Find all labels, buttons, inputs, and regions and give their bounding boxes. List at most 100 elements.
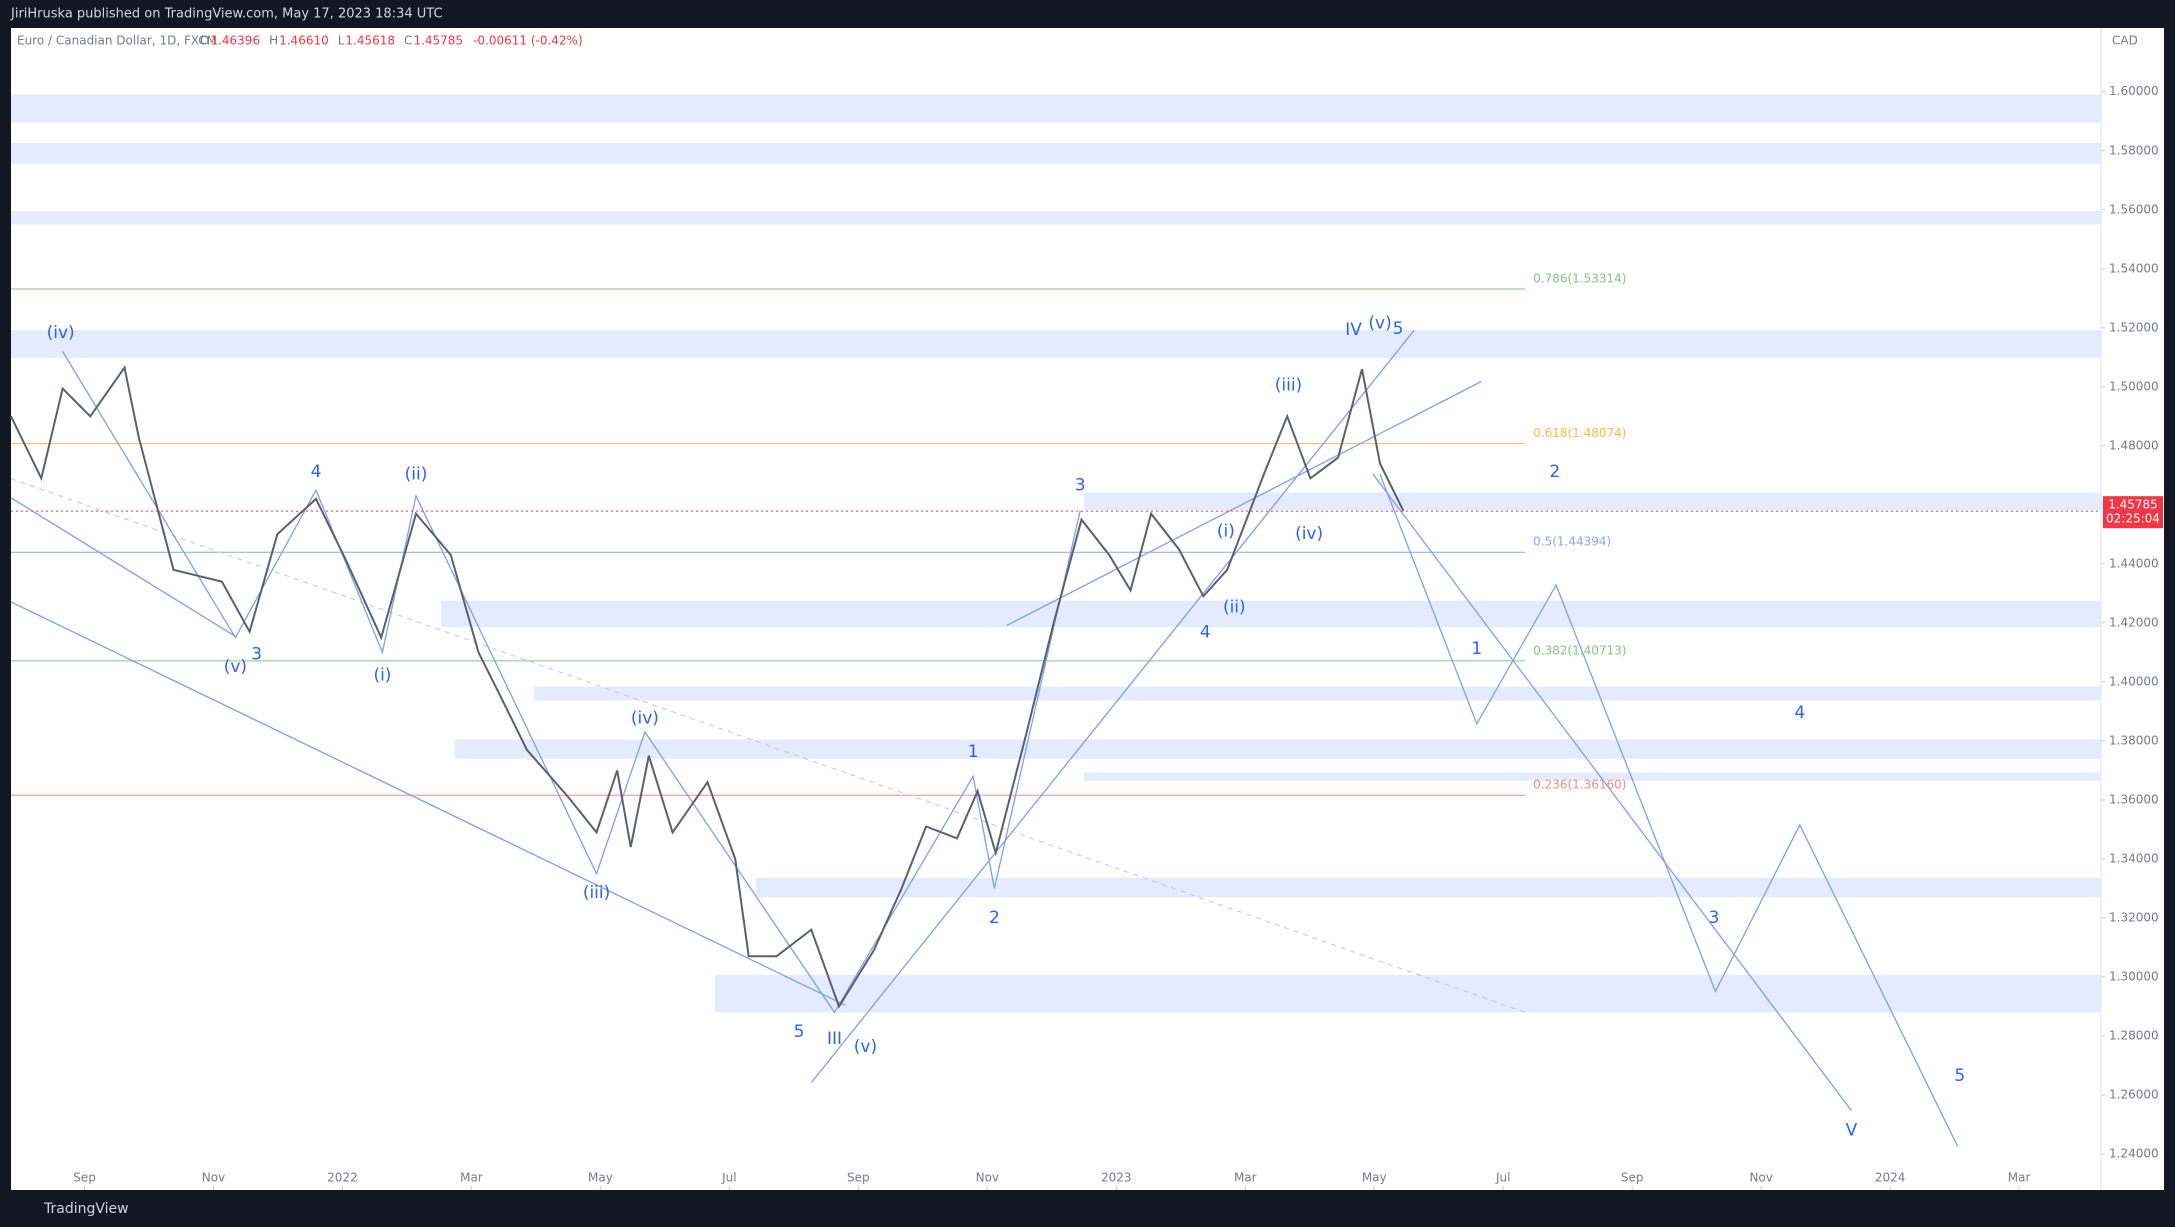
wave-label: (iii): [1275, 376, 1302, 396]
y-tick-label: 1.50000: [2109, 379, 2159, 393]
zone: [11, 210, 2101, 225]
y-tick-label: 1.36000: [2109, 792, 2159, 806]
x-tick-label: Mar: [1234, 1171, 1257, 1185]
wave-label: (i): [1217, 521, 1235, 541]
wave-line: [10, 601, 846, 1006]
wave-label: IV: [1345, 320, 1362, 340]
y-tick-label: 1.24000: [2109, 1147, 2159, 1161]
x-tick-label: Mar: [460, 1171, 483, 1185]
x-tick-label: Nov: [976, 1171, 999, 1185]
zone: [755, 877, 2101, 898]
ohlc-key: O: [200, 34, 209, 48]
wave-label: (iii): [583, 883, 610, 903]
x-tick-label: Jul: [721, 1171, 736, 1185]
wave-label: 3: [251, 645, 262, 665]
price-line: [10, 365, 1405, 1009]
zone: [715, 974, 2101, 1013]
ohlc-key: H: [269, 34, 278, 48]
x-tick-label: 2022: [327, 1171, 358, 1185]
y-tick-label: 1.42000: [2109, 615, 2159, 629]
y-tick-label: 1.28000: [2109, 1028, 2159, 1042]
y-tick-label: 1.40000: [2109, 674, 2159, 688]
wave-label: 2: [989, 908, 1000, 928]
wave-line: [10, 497, 236, 637]
fib-label: 0.5(1.44394): [1533, 535, 1611, 549]
currency: CAD: [2112, 34, 2138, 48]
y-tick-label: 1.34000: [2109, 851, 2159, 865]
wave-label: (iv): [1295, 524, 1323, 544]
zone: [454, 739, 2101, 759]
ohlc-value: 1.45785: [413, 34, 463, 48]
wave-label: 1: [968, 742, 979, 762]
wave-line: [1372, 473, 1852, 1111]
x-tick-label: 2024: [1875, 1171, 1906, 1185]
publisher: JiriHruska published on TradingView.com,…: [10, 7, 443, 22]
zone: [11, 143, 2101, 164]
y-tick-label: 1.58000: [2109, 143, 2159, 157]
fib-label: 0.236(1.36160): [1533, 778, 1626, 792]
y-tick-label: 1.44000: [2109, 556, 2159, 570]
zone: [441, 600, 2101, 627]
zone: [11, 94, 2101, 123]
x-tick-label: Jul: [1495, 1171, 1510, 1185]
wave-line: [810, 329, 1415, 1084]
zone: [533, 686, 2101, 701]
y-tick-label: 1.52000: [2109, 320, 2159, 334]
fib-label: 0.382(1.40713): [1533, 643, 1626, 657]
footer-brand: TradingView: [43, 1201, 129, 1217]
x-tick-label: May: [1362, 1171, 1387, 1185]
last-price-label: 1.45785: [2108, 498, 2158, 512]
wave-label: (ii): [405, 464, 428, 484]
chart-title: Euro / Canadian Dollar, 1D, FXCM: [17, 34, 217, 48]
zone: [1084, 492, 2101, 511]
ohlc-value: 1.45618: [345, 34, 395, 48]
wave-line: [62, 351, 1081, 1014]
wave-label: V: [1846, 1120, 1858, 1140]
y-tick-label: 1.32000: [2109, 910, 2159, 924]
wave-label: 2: [1549, 462, 1560, 482]
wave-label: (i): [373, 665, 391, 685]
wave-label: (iv): [47, 323, 75, 343]
y-tick-label: 1.54000: [2109, 261, 2159, 275]
zone: [11, 330, 2101, 358]
y-tick-label: 1.30000: [2109, 969, 2159, 983]
wave-label: 4: [1794, 703, 1805, 723]
x-tick-label: Nov: [202, 1171, 225, 1185]
wave-line: [1379, 473, 1959, 1147]
last-price-box: [2103, 496, 2163, 529]
ohlc-value: 1.46396: [210, 34, 260, 48]
y-tick-label: 1.26000: [2109, 1087, 2159, 1101]
countdown: 02:25:04: [2106, 512, 2160, 526]
y-tick-label: 1.60000: [2109, 84, 2159, 98]
wave-label: 3: [1709, 908, 1720, 928]
y-tick-label: 1.56000: [2109, 202, 2159, 216]
wave-label: (v): [854, 1037, 877, 1057]
wave-label: (v): [224, 657, 247, 677]
ohlc-value: -0.00611 (-0.42%): [473, 34, 583, 48]
wave-label: 5: [794, 1022, 805, 1042]
wave-label: 5: [1954, 1066, 1965, 1086]
wave-label: 5: [1393, 319, 1404, 339]
wave-label: III: [827, 1029, 842, 1049]
wave-label: 1: [1471, 639, 1482, 659]
ohlc-key: L: [338, 34, 345, 48]
wave-label: 3: [1075, 476, 1086, 496]
zone: [1084, 772, 2101, 781]
fib-label: 0.618(1.48074): [1533, 426, 1626, 440]
x-tick-label: May: [588, 1171, 613, 1185]
wave-line: [1006, 380, 1482, 627]
ohlc-key: C: [404, 34, 412, 48]
wave-label: 4: [1200, 623, 1211, 643]
x-tick-label: 2023: [1101, 1171, 1132, 1185]
x-tick-label: Mar: [2008, 1171, 2031, 1185]
x-tick-label: Sep: [847, 1171, 870, 1185]
y-tick-label: 1.48000: [2109, 438, 2159, 452]
fib-label: 0.786(1.53314): [1533, 272, 1626, 286]
x-tick-label: Nov: [1749, 1171, 1772, 1185]
wave-label: (iv): [631, 708, 659, 728]
wave-label: (v): [1368, 313, 1391, 333]
x-tick-label: Sep: [1621, 1171, 1644, 1185]
x-tick-label: Sep: [73, 1171, 96, 1185]
